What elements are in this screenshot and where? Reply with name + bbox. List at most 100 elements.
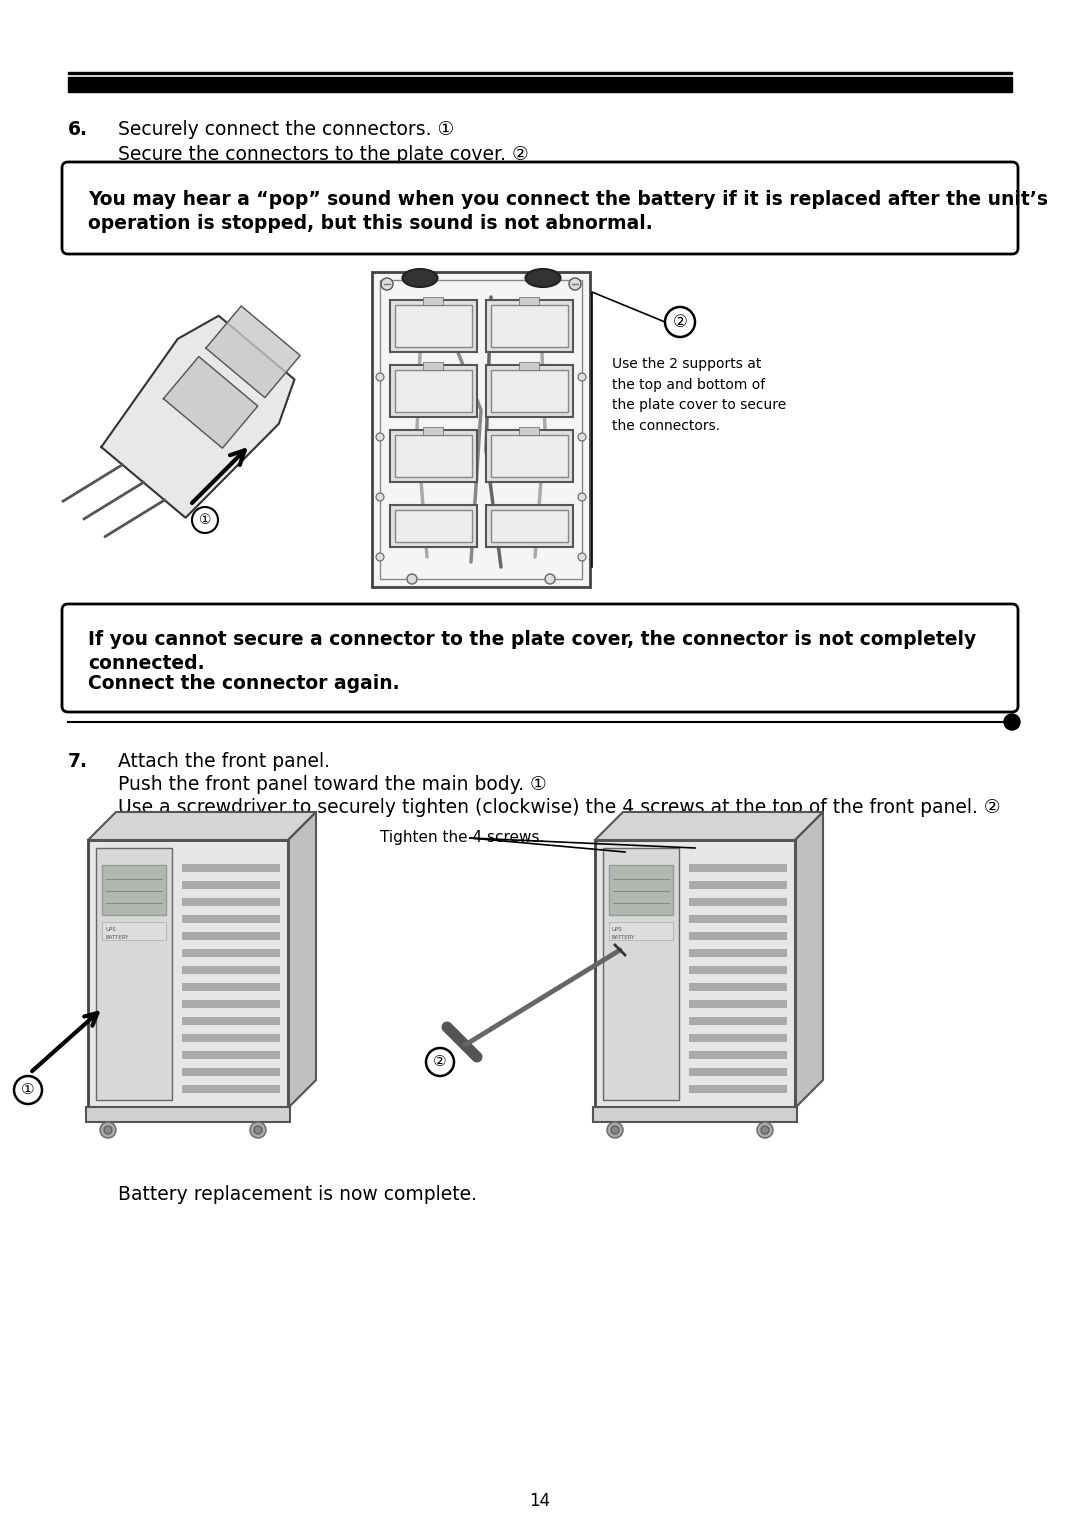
Bar bbox=[609, 865, 673, 916]
Bar bbox=[593, 1106, 797, 1122]
FancyBboxPatch shape bbox=[62, 604, 1018, 713]
Text: You may hear a “pop” sound when you connect the battery if it is replaced after : You may hear a “pop” sound when you conn… bbox=[87, 191, 1048, 209]
Bar bbox=[486, 365, 573, 417]
Polygon shape bbox=[163, 357, 258, 449]
Circle shape bbox=[578, 372, 586, 382]
Circle shape bbox=[569, 278, 581, 290]
Bar bbox=[183, 949, 280, 957]
Bar bbox=[183, 864, 280, 871]
Text: Use a screwdriver to securely tighten (clockwise) the 4 screws at the top of the: Use a screwdriver to securely tighten (c… bbox=[118, 798, 1001, 816]
Text: 6.: 6. bbox=[68, 121, 87, 139]
Circle shape bbox=[254, 1126, 262, 1134]
Bar bbox=[486, 301, 573, 353]
Circle shape bbox=[578, 493, 586, 501]
Bar bbox=[183, 1016, 280, 1025]
Text: Battery replacement is now complete.: Battery replacement is now complete. bbox=[118, 1186, 477, 1204]
Circle shape bbox=[757, 1122, 773, 1138]
Bar bbox=[395, 369, 472, 412]
Bar bbox=[183, 1085, 280, 1093]
Circle shape bbox=[381, 278, 393, 290]
Bar bbox=[87, 839, 288, 1108]
Polygon shape bbox=[288, 812, 316, 1108]
FancyBboxPatch shape bbox=[62, 162, 1018, 253]
Circle shape bbox=[14, 1076, 42, 1103]
Text: 7.: 7. bbox=[68, 752, 87, 771]
Text: operation is stopped, but this sound is not abnormal.: operation is stopped, but this sound is … bbox=[87, 214, 652, 233]
Bar bbox=[183, 1051, 280, 1059]
Polygon shape bbox=[102, 316, 295, 517]
Bar bbox=[689, 966, 787, 974]
Bar bbox=[689, 881, 787, 890]
Bar bbox=[183, 932, 280, 940]
Circle shape bbox=[761, 1126, 769, 1134]
Bar bbox=[689, 1051, 787, 1059]
Circle shape bbox=[426, 1048, 454, 1076]
Bar bbox=[372, 272, 590, 588]
Bar bbox=[689, 864, 787, 871]
Text: Connect the connector again.: Connect the connector again. bbox=[87, 674, 400, 693]
Bar bbox=[390, 505, 477, 546]
Bar bbox=[183, 1035, 280, 1042]
Bar bbox=[395, 510, 472, 542]
Polygon shape bbox=[595, 812, 823, 839]
Bar bbox=[68, 72, 1012, 73]
Circle shape bbox=[611, 1126, 619, 1134]
Text: UPS: UPS bbox=[612, 926, 623, 932]
Circle shape bbox=[376, 433, 384, 441]
Circle shape bbox=[665, 307, 696, 337]
Bar bbox=[689, 983, 787, 990]
Text: UPS: UPS bbox=[105, 926, 116, 932]
Circle shape bbox=[100, 1122, 116, 1138]
Bar bbox=[183, 1000, 280, 1009]
Text: Tighten the 4 screws.: Tighten the 4 screws. bbox=[380, 830, 544, 845]
Polygon shape bbox=[795, 812, 823, 1108]
Bar bbox=[689, 1035, 787, 1042]
Bar bbox=[102, 865, 166, 916]
Bar bbox=[96, 848, 172, 1100]
Text: Attach the front panel.: Attach the front panel. bbox=[118, 752, 330, 771]
Bar bbox=[395, 305, 472, 346]
Circle shape bbox=[249, 1122, 266, 1138]
Text: ②: ② bbox=[673, 313, 688, 331]
Bar bbox=[595, 839, 795, 1108]
Ellipse shape bbox=[403, 269, 437, 287]
Bar bbox=[603, 848, 679, 1100]
Text: BATTERY: BATTERY bbox=[612, 935, 635, 940]
Bar bbox=[689, 1085, 787, 1093]
Bar bbox=[689, 1068, 787, 1076]
Bar bbox=[395, 435, 472, 478]
Bar bbox=[423, 427, 443, 435]
Bar bbox=[689, 1000, 787, 1009]
Bar bbox=[689, 932, 787, 940]
Ellipse shape bbox=[526, 269, 561, 287]
Circle shape bbox=[192, 507, 218, 533]
Circle shape bbox=[376, 552, 384, 562]
Circle shape bbox=[104, 1126, 112, 1134]
Bar bbox=[609, 922, 673, 940]
Circle shape bbox=[1004, 714, 1020, 729]
Text: Securely connect the connectors. ①: Securely connect the connectors. ① bbox=[118, 121, 455, 139]
Bar bbox=[491, 369, 568, 412]
Text: ②: ② bbox=[433, 1054, 447, 1070]
Circle shape bbox=[407, 574, 417, 584]
Bar bbox=[183, 1068, 280, 1076]
Circle shape bbox=[545, 574, 555, 584]
Circle shape bbox=[607, 1122, 623, 1138]
Bar bbox=[689, 1016, 787, 1025]
Bar bbox=[68, 76, 1012, 92]
Bar bbox=[183, 916, 280, 923]
Bar bbox=[102, 922, 166, 940]
Bar bbox=[390, 430, 477, 482]
Text: Push the front panel toward the main body. ①: Push the front panel toward the main bod… bbox=[118, 775, 546, 794]
Circle shape bbox=[376, 372, 384, 382]
Text: 14: 14 bbox=[529, 1492, 551, 1511]
Text: If you cannot secure a connector to the plate cover, the connector is not comple: If you cannot secure a connector to the … bbox=[87, 630, 976, 649]
Polygon shape bbox=[206, 307, 300, 398]
Text: Use the 2 supports at
the top and bottom of
the plate cover to secure
the connec: Use the 2 supports at the top and bottom… bbox=[612, 357, 786, 433]
Bar bbox=[380, 279, 582, 578]
Polygon shape bbox=[87, 812, 316, 839]
Bar bbox=[519, 362, 539, 369]
Bar bbox=[519, 427, 539, 435]
Text: Secure the connectors to the plate cover. ②: Secure the connectors to the plate cover… bbox=[118, 145, 529, 163]
Bar bbox=[183, 966, 280, 974]
